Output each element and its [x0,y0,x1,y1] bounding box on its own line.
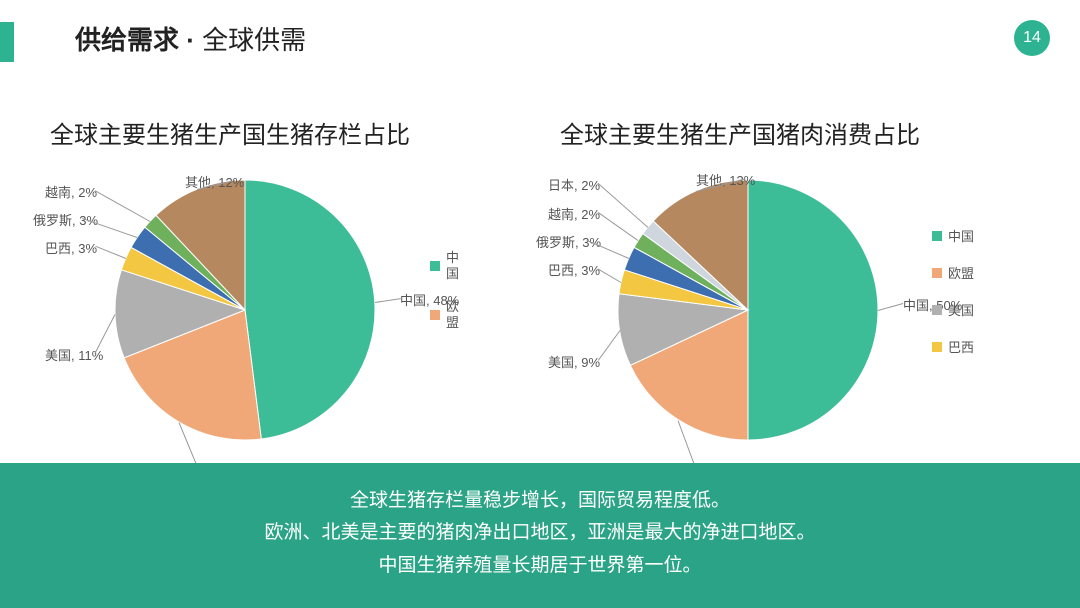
chart-right-title: 全球主要生猪生产国猪肉消费占比 [560,115,920,150]
summary-banner: 全球生猪存栏量稳步增长，国际贸易程度低。 欧洲、北美是主要的猪肉净出口地区，亚洲… [0,463,1080,608]
legend-right: 中国欧盟美国巴西 [932,226,974,374]
legend-swatch [430,261,440,271]
pie-slice-label: 巴西, 3% [548,260,600,279]
legend-item: 欧盟 [430,299,459,330]
pie-left-svg [105,170,385,450]
pie-slice-label: 美国, 9% [548,352,600,371]
legend-label: 欧盟 [446,299,459,330]
page-title-sep: · [179,25,202,55]
slide: 供给需求 · 全球供需 14 全球主要生猪生产国生猪存栏占比 全球主要生猪生产国… [0,0,1080,608]
page-number-badge: 14 [1014,20,1050,56]
pie-slice [245,180,375,439]
chart-left-title: 全球主要生猪生产国生猪存栏占比 [50,115,410,150]
pie-chart-left: 中国, 48%欧盟, 21%美国, 11%巴西, 3%俄罗斯, 3%越南, 2%… [105,170,385,450]
page-title-sub: 全球供需 [202,25,306,55]
pie-slice-label: 日本, 2% [548,175,600,194]
legend-swatch [932,268,942,278]
legend-left: 中国欧盟 [430,250,459,348]
legend-label: 中国 [948,226,974,245]
legend-swatch [932,342,942,352]
legend-swatch [430,310,440,320]
pie-right-svg [608,170,888,450]
page-title: 供给需求 · 全球供需 [75,20,306,57]
legend-item: 巴西 [932,337,974,356]
page-number: 14 [1023,29,1041,47]
banner-line-2: 欧洲、北美是主要的猪肉净出口地区，亚洲是最大的净进口地区。 [0,517,1080,549]
pie-slice [748,180,878,440]
banner-line-1: 全球生猪存栏量稳步增长，国际贸易程度低。 [0,485,1080,517]
page-title-bold: 供给需求 [75,25,179,55]
legend-swatch [932,305,942,315]
pie-slice-label: 越南, 2% [548,204,600,223]
pie-chart-right: 中国, 50%欧盟, 18%美国, 9%巴西, 3%俄罗斯, 3%越南, 2%日… [608,170,888,450]
legend-item: 欧盟 [932,263,974,282]
legend-item: 美国 [932,300,974,319]
title-accent-bar [0,22,14,62]
pie-slice-label: 越南, 2% [45,182,97,201]
legend-item: 中国 [430,250,459,281]
pie-slice-label: 其他, 12% [185,172,244,191]
legend-swatch [932,231,942,241]
pie-slice-label: 其他, 13% [696,170,755,189]
legend-label: 巴西 [948,337,974,356]
legend-label: 欧盟 [948,263,974,282]
legend-label: 中国 [446,250,459,281]
legend-label: 美国 [948,300,974,319]
pie-slice-label: 巴西, 3% [45,238,97,257]
pie-slice-label: 美国, 11% [45,345,103,364]
legend-item: 中国 [932,226,974,245]
banner-line-3: 中国生猪养殖量长期居于世界第一位。 [0,550,1080,582]
